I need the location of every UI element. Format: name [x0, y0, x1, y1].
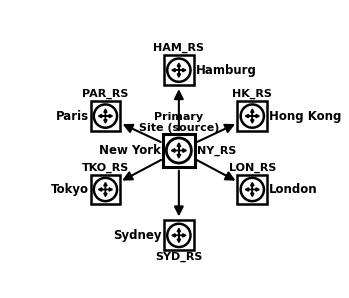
FancyArrow shape	[177, 70, 180, 77]
FancyArrow shape	[98, 114, 105, 118]
FancyArrow shape	[105, 188, 112, 191]
FancyArrow shape	[251, 116, 254, 123]
Bar	[90, 101, 120, 131]
Text: Primary
Site (source): Primary Site (source)	[139, 112, 219, 133]
FancyArrow shape	[179, 149, 186, 152]
Circle shape	[166, 138, 191, 163]
FancyArrow shape	[177, 228, 180, 235]
Text: TKO_RS: TKO_RS	[82, 162, 129, 173]
FancyArrow shape	[252, 114, 259, 118]
FancyArrow shape	[104, 182, 107, 190]
FancyArrow shape	[177, 235, 180, 242]
Text: PAR_RS: PAR_RS	[82, 89, 129, 99]
Circle shape	[241, 178, 264, 201]
Text: Tokyo: Tokyo	[51, 183, 89, 196]
FancyArrow shape	[179, 69, 186, 72]
Text: Hong Kong: Hong Kong	[269, 110, 341, 122]
Text: LON_RS: LON_RS	[229, 162, 276, 173]
FancyArrow shape	[252, 188, 259, 191]
FancyArrow shape	[172, 69, 179, 72]
Circle shape	[94, 104, 117, 128]
Text: London: London	[269, 183, 318, 196]
FancyArrow shape	[104, 109, 107, 116]
FancyArrow shape	[98, 188, 105, 191]
Circle shape	[167, 224, 191, 247]
Text: NY_RS: NY_RS	[197, 145, 236, 156]
FancyArrow shape	[177, 150, 181, 158]
Text: HAM_RS: HAM_RS	[153, 43, 205, 53]
FancyArrow shape	[245, 188, 252, 191]
Text: Sydney: Sydney	[114, 229, 162, 242]
Bar	[237, 175, 267, 204]
Text: SYD_RS: SYD_RS	[155, 252, 202, 263]
Bar	[90, 175, 120, 204]
Text: Paris: Paris	[55, 110, 89, 122]
Text: New York: New York	[99, 144, 161, 157]
FancyArrow shape	[251, 182, 254, 190]
FancyArrow shape	[104, 116, 107, 123]
FancyArrow shape	[251, 109, 254, 116]
FancyArrow shape	[251, 190, 254, 196]
FancyArrow shape	[177, 143, 181, 150]
FancyArrow shape	[245, 114, 252, 118]
FancyArrow shape	[171, 149, 179, 152]
Bar	[237, 101, 267, 131]
FancyArrow shape	[172, 234, 179, 237]
Bar	[164, 221, 194, 250]
Bar	[163, 134, 195, 167]
Text: Hamburg: Hamburg	[195, 64, 257, 77]
FancyArrow shape	[105, 114, 112, 118]
Bar	[164, 55, 194, 85]
FancyArrow shape	[104, 190, 107, 196]
Circle shape	[167, 58, 191, 82]
Circle shape	[94, 178, 117, 201]
FancyArrow shape	[179, 234, 186, 237]
Text: HK_RS: HK_RS	[232, 89, 272, 99]
Circle shape	[241, 104, 264, 128]
FancyArrow shape	[177, 63, 180, 70]
